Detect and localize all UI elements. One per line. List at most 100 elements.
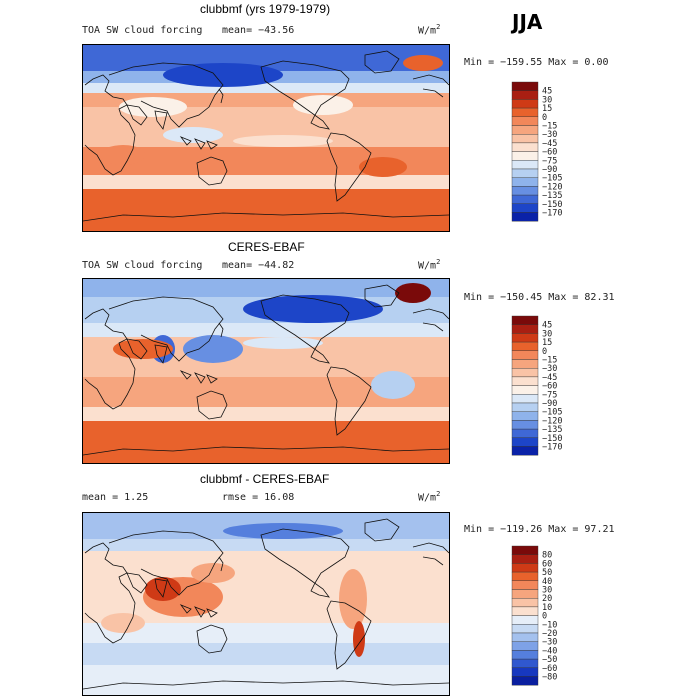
colorbar-tick-label: −105 (542, 174, 562, 184)
colorbar-swatch (511, 606, 539, 616)
colorbar-swatch (511, 428, 539, 438)
colorbar-tick-label: −170 (542, 443, 562, 453)
colorbar-tick-label: −15 (542, 356, 557, 366)
colorbar-swatch (511, 667, 539, 677)
colorbar-tick-label: −105 (542, 408, 562, 418)
colorbar-swatch (511, 446, 539, 456)
colorbar-swatch (511, 203, 539, 213)
colorbar-swatch (511, 437, 539, 447)
colorbar-swatch (511, 125, 539, 135)
colorbar-tick-label: 30 (542, 95, 552, 105)
colorbar-swatch (511, 116, 539, 126)
colorbar-tick-label: 50 (542, 568, 552, 578)
colorbar-swatch (511, 385, 539, 395)
colorbar-tick-label: −80 (542, 673, 557, 683)
colorbar-tick-label: 15 (542, 338, 552, 348)
mean-stat: mean= −44.82 (222, 260, 295, 271)
colorbar-swatch (511, 589, 539, 599)
colorbar-tick-label: −135 (542, 425, 562, 435)
field-label: TOA SW cloud forcing (82, 25, 203, 36)
colorbar-tick-label: −30 (542, 130, 557, 140)
colorbar-swatch (511, 315, 539, 325)
map-diff (82, 512, 450, 696)
colorbar-tick-label: −60 (542, 148, 557, 158)
colorbar-swatch (511, 151, 539, 161)
colorbar-tick-label: −20 (542, 629, 557, 639)
colorbar-tick-label: −10 (542, 620, 557, 630)
colorbar-model: 45 30 15 0 −15 −30 −45 −60 −75 −90 −105 −120 −135 −15… (511, 81, 572, 227)
colorbar-tick-label: 20 (542, 594, 552, 604)
map-field-model (83, 45, 449, 231)
colorbar-swatch (511, 134, 539, 144)
colorbar-swatch (511, 632, 539, 642)
colorbar-swatch (511, 177, 539, 187)
colorbar-swatch (511, 107, 539, 118)
colorbar-swatch (511, 571, 539, 582)
colorbar-tick-label: −150 (542, 434, 562, 444)
colorbar-tick-label: −30 (542, 364, 557, 374)
colorbar-swatch (511, 168, 539, 178)
colorbar-swatch (511, 554, 539, 564)
colorbar-tick-label: 30 (542, 329, 552, 339)
colorbar-tick-label: −75 (542, 390, 557, 400)
colorbar-swatch (511, 394, 539, 404)
colorbar-tick-label: 0 (542, 347, 547, 357)
colorbar-tick-label: 45 (542, 87, 552, 97)
colorbar-tick-label: −15 (542, 122, 557, 132)
colorbar-tick-label: 60 (542, 559, 552, 569)
colorbar-swatch (511, 90, 539, 100)
colorbar-swatch (511, 615, 539, 625)
colorbar-tick-label: 30 (542, 586, 552, 596)
panel-title: clubbmf - CERES-EBAF (200, 472, 330, 486)
colorbar-swatch (511, 676, 539, 686)
colorbar-swatch (511, 545, 539, 555)
colorbar-swatch (511, 359, 539, 369)
colorbar-tick-label: −40 (542, 646, 557, 656)
colorbar-swatch (511, 350, 539, 360)
units-label: W/m2 (418, 23, 441, 37)
colorbar-swatch (511, 580, 539, 590)
colorbar-tick-label: 40 (542, 577, 552, 587)
colorbar-tick-label: −45 (542, 373, 557, 383)
colorbar-swatch (511, 420, 539, 430)
colorbar-tick-label: 45 (542, 321, 552, 331)
season-label: JJA (512, 10, 543, 34)
colorbar-tick-label: −135 (542, 191, 562, 201)
colorbar-tick-label: −45 (542, 139, 557, 149)
colorbar-swatch (511, 624, 539, 634)
colorbar-tick-label: −120 (542, 416, 562, 426)
colorbar-swatch (511, 641, 539, 651)
min-max-stat: Min = −159.55 Max = 0.00 (464, 57, 609, 68)
colorbar-tick-label: 10 (542, 603, 552, 613)
colorbar-swatch (511, 186, 539, 196)
map-field-obs (83, 279, 449, 463)
colorbar-tick-label: −170 (542, 209, 562, 219)
colorbar-swatch (511, 341, 539, 352)
colorbar-tick-label: −90 (542, 165, 557, 175)
panel-title: clubbmf (yrs 1979-1979) (200, 2, 331, 16)
colorbar-tick-label: −60 (542, 664, 557, 674)
colorbar-tick-label: 0 (542, 612, 547, 622)
colorbar-swatch (511, 194, 539, 204)
rmse-stat: rmse = 16.08 (222, 492, 295, 503)
colorbar-tick-label: 0 (542, 113, 547, 123)
colorbar-swatch (511, 598, 539, 608)
map-model (82, 44, 450, 232)
colorbar-swatch (511, 658, 539, 668)
colorbar-tick-label: 80 (542, 551, 552, 561)
colorbar-tick-label: −75 (542, 156, 557, 166)
colorbar-tick-label: −50 (542, 655, 557, 665)
mean-stat: mean = 1.25 (82, 492, 149, 503)
colorbar-tick-label: −150 (542, 200, 562, 210)
units-label: W/m2 (418, 258, 441, 272)
mean-stat: mean= −43.56 (222, 25, 295, 36)
min-max-stat: Min = −150.45 Max = 82.31 (464, 292, 615, 303)
panel-title: CERES-EBAF (228, 240, 305, 254)
colorbar-swatch (511, 212, 539, 222)
colorbar-swatch (511, 333, 539, 343)
colorbar-swatch (511, 368, 539, 378)
colorbar-obs: 45 30 15 0 −15 −30 −45 −60 −75 −90 −105 −120 −135 −15… (511, 315, 572, 461)
units-label: W/m2 (418, 490, 441, 504)
colorbar-tick-label: −120 (542, 182, 562, 192)
colorbar-swatch (511, 99, 539, 109)
